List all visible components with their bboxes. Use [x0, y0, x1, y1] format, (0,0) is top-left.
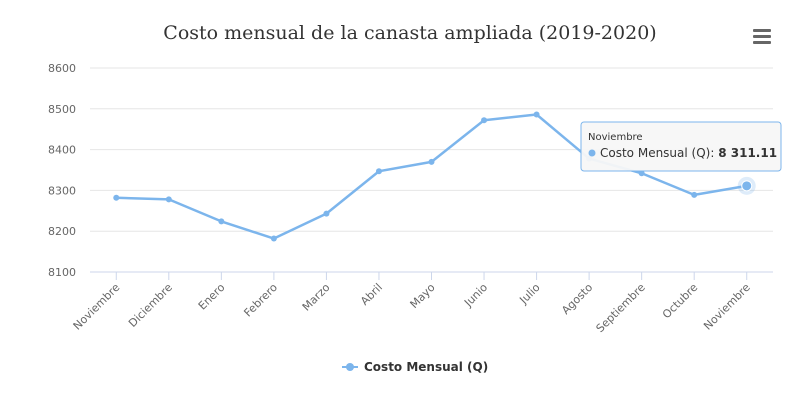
- y-axis: 8600 8500 8400 8300 8200 8100: [48, 62, 76, 279]
- y-tick-label: 8200: [48, 225, 76, 238]
- x-tick-label: Octubre: [660, 281, 700, 321]
- x-tick-label: Mayo: [408, 281, 438, 311]
- data-point[interactable]: [113, 194, 120, 201]
- tooltip-box: [580, 121, 782, 172]
- tooltip-header: Noviembre: [588, 132, 643, 143]
- data-point[interactable]: [691, 191, 698, 198]
- y-tick-label: 8100: [48, 266, 76, 279]
- x-tick-label: Abril: [358, 281, 385, 308]
- data-point[interactable]: [741, 180, 753, 192]
- x-tick-label: Noviembre: [71, 281, 123, 333]
- grid-lines: [90, 67, 773, 232]
- x-tick-label: Enero: [196, 281, 228, 313]
- legend-label: Costo Mensual (Q): [364, 360, 488, 374]
- data-point[interactable]: [533, 111, 540, 118]
- hamburger-menu-icon[interactable]: [748, 24, 774, 48]
- x-tick-label: Marzo: [300, 281, 333, 314]
- x-tick-label: Noviembre: [701, 281, 753, 333]
- data-point[interactable]: [323, 210, 330, 217]
- tooltip-value: 8 311.11: [718, 146, 777, 160]
- data-point[interactable]: [481, 117, 488, 124]
- data-point[interactable]: [428, 158, 435, 165]
- legend[interactable]: Costo Mensual (Q): [342, 360, 488, 374]
- tooltip-marker: [588, 149, 596, 157]
- x-axis: Noviembre Diciembre Enero Febrero Marzo Abril…: [71, 272, 753, 335]
- y-tick-label: 8400: [48, 144, 76, 157]
- y-tick-label: 8600: [48, 62, 76, 75]
- y-tick-label: 8500: [48, 103, 76, 116]
- x-tick-label: Septiembre: [594, 281, 648, 335]
- legend-marker: [346, 363, 354, 371]
- data-point[interactable]: [165, 196, 172, 203]
- x-tick-label: Julio: [516, 281, 542, 307]
- data-point[interactable]: [270, 235, 277, 242]
- tooltip-text: Costo Mensual (Q): 8 311.11: [600, 146, 777, 160]
- x-tick-label: Agosto: [559, 281, 595, 317]
- data-point[interactable]: [375, 168, 382, 175]
- x-tick-label: Diciembre: [126, 281, 175, 330]
- data-point[interactable]: [638, 170, 645, 177]
- x-tick-label: Febrero: [241, 281, 280, 320]
- y-tick-label: 8300: [48, 184, 76, 197]
- tooltip-series-label: Costo Mensual (Q):: [600, 146, 714, 160]
- x-tick-label: Junio: [461, 281, 490, 310]
- tooltip: Noviembre Costo Mensual (Q): 8 311.11: [580, 121, 782, 172]
- series-costo-mensual: [113, 111, 756, 242]
- chart-title: Costo mensual de la canasta ampliada (20…: [163, 22, 656, 44]
- data-point[interactable]: [218, 218, 225, 225]
